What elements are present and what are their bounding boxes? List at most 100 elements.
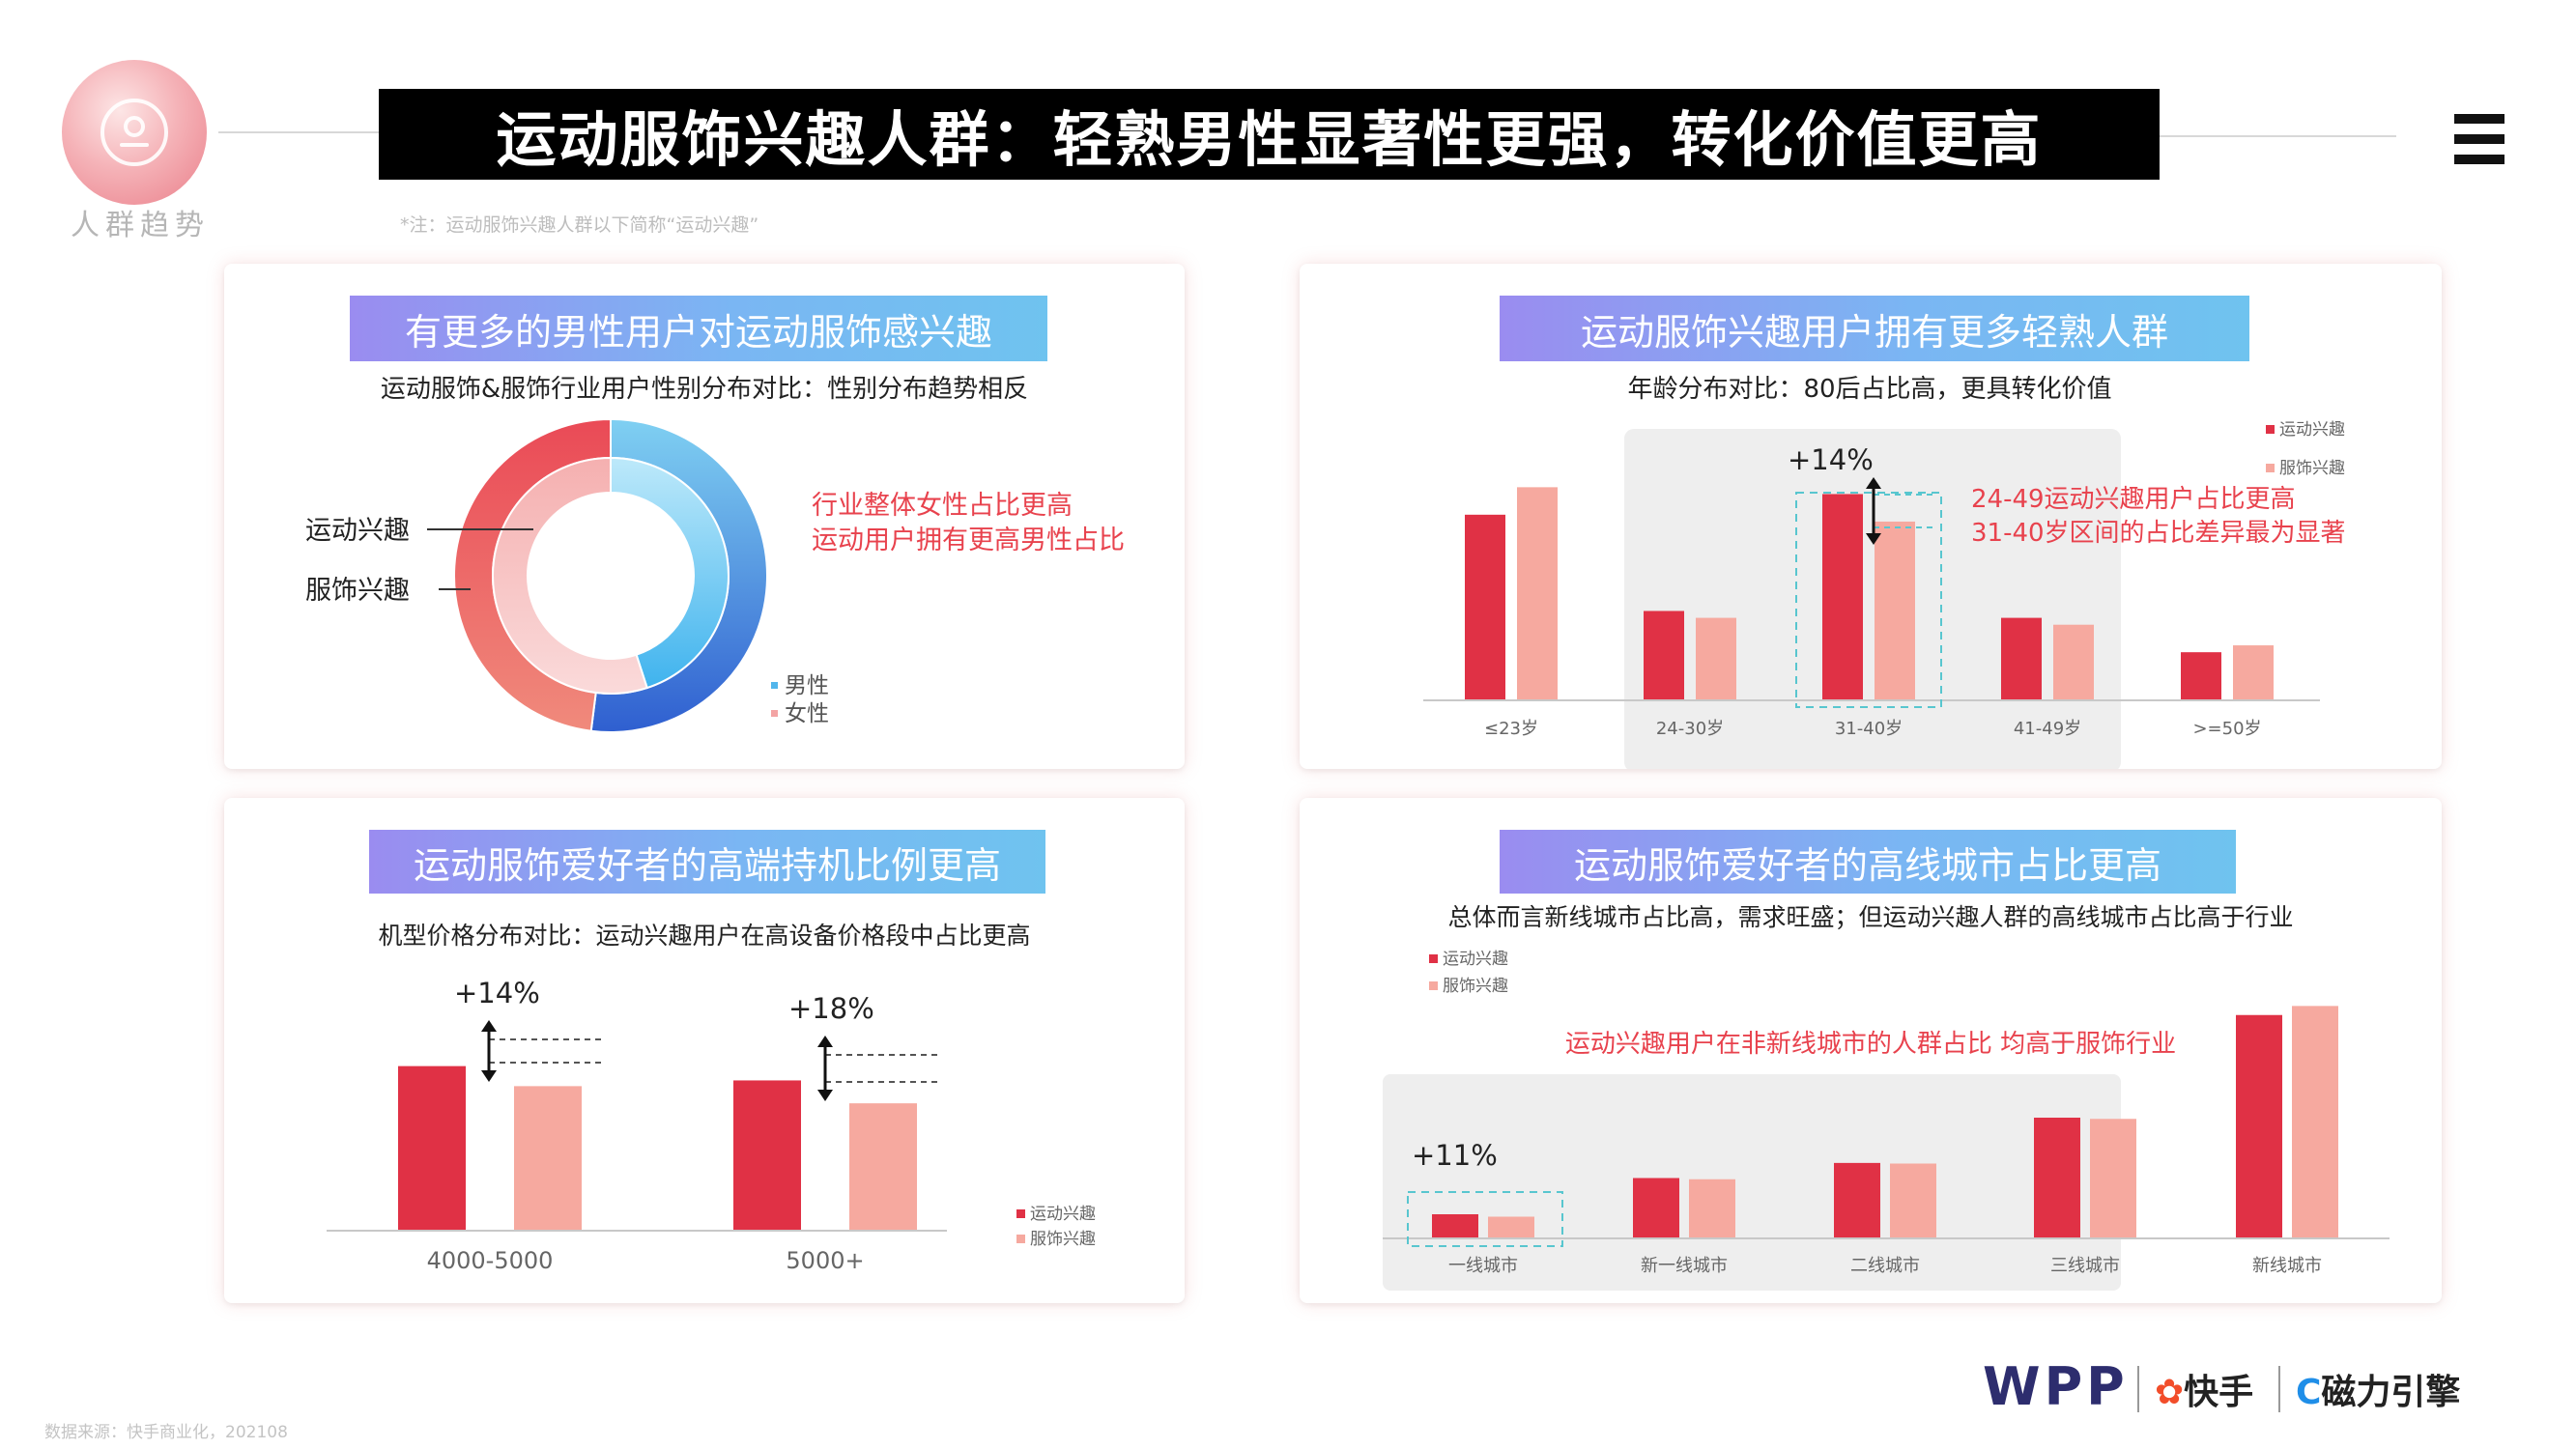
legend-swatch-male (771, 682, 778, 689)
age-bar-chart: ≤23岁 24-30岁 31-40岁 41-49岁 >=50岁 +14% 运动兴趣 服饰… (1423, 420, 2345, 769)
age-tick-label-3: 41-49岁 (2014, 719, 2081, 739)
device-panel-title: 运动服饰爱好者的高端持机比例更高 (369, 830, 1045, 894)
device-tick-label-0: 4000-5000 (427, 1247, 554, 1274)
city-bar-chart: 一线城市 新一线城市 二线城市 三线城市 新线城市 +11% 运动兴趣 服饰兴趣 (1383, 950, 2390, 1291)
age-diff-label: +14% (1788, 443, 1874, 476)
age-bar-apparel-3 (2053, 624, 2094, 700)
gender-note-line-1: 行业整体女性占比更高 (812, 491, 1073, 521)
age-tick-label-0: ≤23岁 (1484, 719, 1538, 739)
device-bar-apparel-0 (514, 1086, 582, 1231)
kuaishou-icon: ✿ (2155, 1373, 2185, 1412)
callout-label-inner: 服饰兴趣 (305, 576, 410, 606)
header-rule-right (2160, 135, 2396, 137)
gender-panel-title: 有更多的男性用户对运动服饰感兴趣 (350, 296, 1047, 361)
age-bar-sport-3 (2001, 617, 2042, 700)
device-legend-swatch-apparel (1016, 1235, 1025, 1243)
gender-note-line-2: 运动用户拥有更高男性占比 (812, 526, 1125, 556)
device-bar-sport-0 (398, 1065, 466, 1231)
cili-icon: C (2296, 1373, 2322, 1412)
legend-label-male: 男性 (785, 673, 829, 698)
callout-label-outer: 运动兴趣 (305, 516, 410, 546)
city-tick-label-0: 一线城市 (1448, 1256, 1518, 1276)
device-diff-1 (481, 1020, 603, 1082)
age-bar-apparel-0 (1517, 487, 1558, 700)
header-note: *注：运动服饰兴趣人群以下简称“运动兴趣” (400, 214, 759, 236)
age-note-line-2: 31-40岁区间的占比差异最为显著 (1971, 519, 2346, 549)
user-icon (100, 99, 168, 166)
age-legend-swatch-sport (2266, 425, 2275, 434)
age-legend-sport: 运动兴趣 (2279, 420, 2345, 440)
kuaishou-name: 快手 (2184, 1373, 2254, 1412)
age-diff-box (1795, 492, 1942, 708)
age-subtitle: 年龄分布对比：80后占比高，更具转化价值 (1627, 375, 2112, 404)
cili-name: 磁力引擎 (2321, 1373, 2461, 1412)
age-bar-sport-2 (1822, 494, 1863, 700)
device-legend-apparel: 服饰兴趣 (1030, 1230, 1096, 1249)
city-subtitle: 总体而言新线城市占比高，需求旺盛；但运动兴趣人群的高线城市占比高于行业 (1447, 903, 2294, 931)
device-bar-sport-1 (733, 1080, 801, 1231)
city-bar-apparel-1 (1689, 1179, 1735, 1238)
city-legend-apparel: 服饰兴趣 (1443, 977, 1508, 996)
device-legend-sport: 运动兴趣 (1030, 1205, 1096, 1224)
footer-divider-2 (2278, 1366, 2280, 1412)
age-bar-sport-0 (1465, 514, 1505, 700)
city-tick-label-3: 三线城市 (2050, 1256, 2120, 1276)
city-bar-sport-1 (1633, 1178, 1679, 1238)
menu-icon[interactable] (2454, 114, 2504, 172)
city-bar-sport-0 (1432, 1214, 1478, 1238)
age-bar-sport-1 (1644, 611, 1684, 700)
wpp-logo: WPP (1983, 1356, 2129, 1417)
city-bar-sport-2 (1834, 1162, 1880, 1238)
gender-note: 行业整体女性占比更高 运动用户拥有更高男性占比 (812, 489, 1125, 559)
donut-inner-slice-female (492, 456, 648, 695)
cili-logo: C磁力引擎 (2296, 1364, 2460, 1414)
age-bar-sport-4 (2181, 652, 2221, 700)
age-highlight-region (1624, 429, 2121, 769)
donut-inner-slice-male (610, 456, 730, 690)
device-tick-label-1: 5000+ (786, 1247, 864, 1274)
city-panel-title: 运动服饰爱好者的高线城市占比更高 (1500, 830, 2236, 894)
age-note-line-1: 24-49运动兴趣用户占比更高 (1971, 485, 2296, 514)
device-diff-label-2: +18% (788, 992, 874, 1025)
city-bar-apparel-4 (2292, 1006, 2338, 1238)
city-legend-swatch-apparel (1429, 981, 1438, 990)
age-legend-swatch-apparel (2266, 464, 2275, 472)
device-bar-chart: 4000-5000 5000+ +14% +18% 运动兴趣 服饰兴趣 (327, 977, 1096, 1274)
header-rule-left (218, 131, 383, 133)
city-tick-label-4: 新线城市 (2252, 1256, 2322, 1276)
footer-divider-1 (2137, 1366, 2139, 1412)
city-bar-apparel-3 (2090, 1119, 2136, 1238)
device-subtitle: 机型价格分布对比：运动兴趣用户在高设备价格段中占比更高 (378, 922, 1031, 950)
age-tick-label-4: >=50岁 (2192, 719, 2261, 739)
age-note: 24-49运动兴趣用户占比更高 31-40岁区间的占比差异最为显著 (1971, 483, 2346, 551)
city-legend-sport: 运动兴趣 (1443, 950, 1508, 969)
city-bar-apparel-0 (1488, 1216, 1534, 1238)
age-bar-apparel-4 (2233, 645, 2274, 700)
city-bar-apparel-2 (1890, 1163, 1936, 1238)
city-bar-sport-4 (2236, 1014, 2282, 1238)
city-bar-sport-3 (2034, 1118, 2080, 1238)
device-legend-swatch-sport (1016, 1209, 1025, 1218)
gender-donut-chart: 运动兴趣 服饰兴趣 男性 女性 (305, 417, 829, 733)
gender-subtitle: 运动服饰&服饰行业用户性别分布对比：性别分布趋势相反 (380, 375, 1029, 404)
page-title: 运动服饰兴趣人群：轻熟男性显著性更强，转化价值更高 (379, 89, 2160, 180)
city-tick-label-2: 二线城市 (1850, 1256, 1920, 1276)
legend-swatch-female (771, 710, 778, 717)
city-tick-label-1: 新一线城市 (1641, 1256, 1728, 1276)
section-label: 人群趋势 (71, 209, 210, 242)
city-note: 运动兴趣用户在非新线城市的人群占比 均高于服饰行业 (1564, 1030, 2177, 1059)
age-legend-apparel: 服饰兴趣 (2279, 459, 2345, 478)
city-diff-box (1407, 1191, 1563, 1247)
age-tick-label-1: 24-30岁 (1656, 719, 1724, 739)
device-diff-label-1: +14% (454, 977, 540, 1009)
age-panel-title: 运动服饰兴趣用户拥有更多轻熟人群 (1500, 296, 2249, 361)
legend-label-female: 女性 (785, 701, 829, 726)
data-source: 数据来源：快手商业化，202108 (44, 1423, 288, 1442)
age-bar-apparel-2 (1875, 521, 1915, 700)
age-bar-apparel-1 (1696, 617, 1736, 700)
kuaishou-logo: ✿快手 (2155, 1364, 2253, 1414)
age-tick-label-2: 31-40岁 (1835, 719, 1903, 739)
device-bar-apparel-1 (849, 1103, 917, 1231)
city-legend-swatch-sport (1429, 954, 1438, 963)
city-diff-label: +11% (1412, 1139, 1498, 1172)
